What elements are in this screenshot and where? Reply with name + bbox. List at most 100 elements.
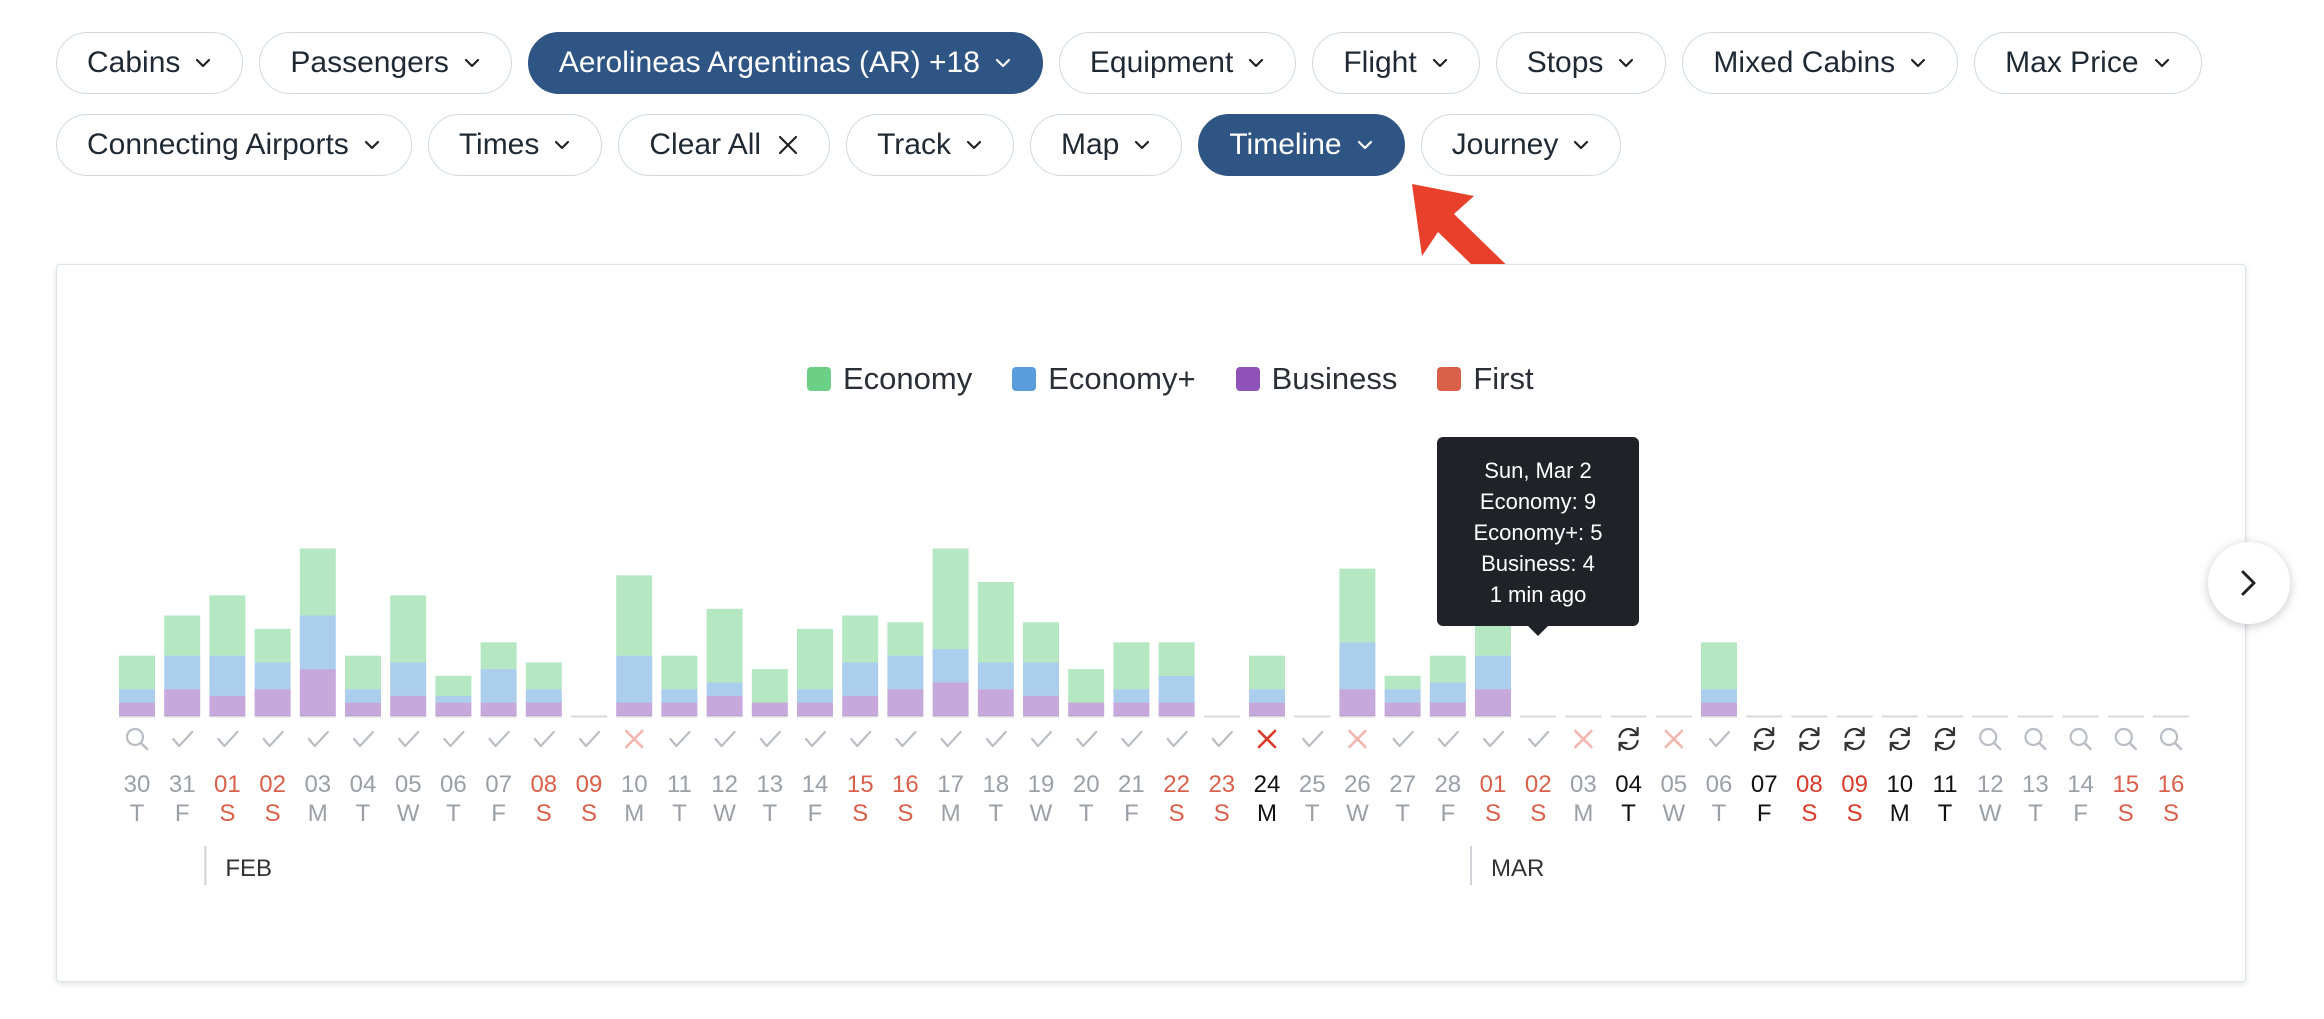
bar-segment-economy[interactable] — [1249, 655, 1285, 690]
legend-item-first[interactable]: First — [1437, 361, 1534, 397]
bar-segment-business[interactable] — [345, 702, 381, 716]
bar-segment-economy[interactable] — [842, 615, 879, 663]
bar-segment-business[interactable] — [119, 702, 155, 716]
bar-segment-economy[interactable] — [1339, 568, 1376, 643]
bar-segment-economy-plus[interactable] — [1339, 642, 1376, 690]
bar-segment-economy[interactable] — [887, 622, 924, 656]
bar-segment-economy[interactable] — [1429, 655, 1466, 683]
bar-segment-business[interactable] — [1429, 702, 1466, 716]
airline-filter[interactable]: Aerolineas Argentinas (AR) +18 — [527, 32, 1043, 94]
bar-segment-economy[interactable] — [1068, 669, 1105, 703]
bar-segment-business[interactable] — [661, 702, 698, 716]
stops-filter[interactable]: Stops — [1495, 32, 1667, 94]
bar-segment-economy[interactable] — [119, 655, 155, 690]
bar-segment-economy[interactable] — [977, 582, 1014, 663]
bar-segment-economy[interactable] — [616, 575, 653, 656]
bar-segment-economy-plus[interactable] — [797, 689, 833, 703]
bar-segment-economy-plus[interactable] — [480, 669, 517, 703]
bar-segment-economy-plus[interactable] — [706, 682, 743, 696]
bar-segment-business[interactable] — [616, 702, 653, 716]
bar-segment-business[interactable] — [525, 702, 562, 716]
bar-segment-economy-plus[interactable] — [616, 655, 653, 703]
legend-item-economy[interactable]: Economy — [807, 361, 972, 397]
bar-segment-economy-plus[interactable] — [932, 649, 969, 683]
journey-filter[interactable]: Journey — [1420, 114, 1622, 176]
legend-item-business[interactable]: Business — [1235, 361, 1397, 397]
bar-segment-economy-plus[interactable] — [887, 655, 924, 690]
bar-segment-economy[interactable] — [932, 548, 969, 650]
bar-segment-economy[interactable] — [1475, 622, 1511, 656]
bar-segment-economy[interactable] — [751, 669, 788, 703]
bar-segment-economy[interactable] — [435, 675, 472, 696]
bar-segment-economy-plus[interactable] — [254, 662, 291, 690]
bar-segment-economy[interactable] — [480, 642, 517, 670]
bar-segment-economy-plus[interactable] — [390, 662, 427, 696]
bar-segment-economy-plus[interactable] — [119, 689, 155, 703]
bar-segment-business[interactable] — [1701, 702, 1737, 716]
passengers-filter[interactable]: Passengers — [259, 32, 512, 94]
flight-filter[interactable]: Flight — [1312, 32, 1480, 94]
clear-all-button[interactable]: Clear All — [618, 114, 831, 176]
times-filter[interactable]: Times — [427, 114, 603, 176]
next-page-button[interactable] — [2208, 542, 2290, 624]
bar-segment-economy-plus[interactable] — [435, 695, 472, 703]
bar-segment-business[interactable] — [1249, 702, 1285, 716]
bar-segment-business[interactable] — [1023, 695, 1059, 716]
bar-segment-economy-plus[interactable] — [299, 615, 336, 670]
bar-segment-business[interactable] — [209, 695, 246, 716]
bar-segment-business[interactable] — [1113, 702, 1150, 716]
bar-segment-economy-plus[interactable] — [525, 689, 562, 703]
bar-segment-business[interactable] — [299, 669, 336, 716]
bar-segment-business[interactable] — [887, 689, 924, 716]
bar-segment-business[interactable] — [480, 702, 517, 716]
cabins-filter[interactable]: Cabins — [56, 32, 244, 94]
bar-segment-economy-plus[interactable] — [1249, 689, 1285, 703]
bar-segment-economy[interactable] — [1701, 642, 1737, 690]
bar-segment-economy-plus[interactable] — [164, 655, 201, 690]
bar-segment-economy-plus[interactable] — [1429, 682, 1466, 703]
bar-segment-economy-plus[interactable] — [1384, 689, 1421, 703]
bar-segment-economy-plus[interactable] — [842, 662, 879, 696]
legend-item-economy-plus[interactable]: Economy+ — [1012, 361, 1196, 397]
bar-segment-business[interactable] — [164, 689, 201, 716]
bar-segment-economy-plus[interactable] — [209, 655, 246, 696]
bar-segment-economy[interactable] — [390, 595, 427, 663]
bar-segment-economy[interactable] — [1384, 675, 1421, 690]
map-filter[interactable]: Map — [1029, 114, 1183, 176]
mixed-cabins-filter[interactable]: Mixed Cabins — [1682, 32, 1959, 94]
bar-segment-economy[interactable] — [797, 628, 833, 690]
bar-segment-economy[interactable] — [164, 615, 201, 656]
bar-segment-business[interactable] — [1158, 702, 1195, 716]
bar-segment-economy[interactable] — [254, 628, 291, 663]
bar-segment-business[interactable] — [842, 695, 879, 716]
bar-segment-economy[interactable] — [345, 655, 381, 690]
bar-segment-business[interactable] — [254, 689, 291, 716]
bar-segment-economy[interactable] — [1113, 642, 1150, 690]
bar-segment-economy[interactable] — [299, 548, 336, 616]
bar-segment-economy[interactable] — [661, 655, 698, 690]
bar-segment-business[interactable] — [797, 702, 833, 716]
bar-segment-business[interactable] — [390, 695, 427, 716]
bar-segment-economy-plus[interactable] — [1475, 655, 1511, 690]
bar-segment-business[interactable] — [1068, 702, 1105, 716]
timeline-filter[interactable]: Timeline — [1198, 114, 1405, 176]
bar-segment-economy-plus[interactable] — [1701, 689, 1737, 703]
bar-segment-business[interactable] — [977, 689, 1014, 716]
bar-segment-economy[interactable] — [706, 608, 743, 683]
bar-segment-business[interactable] — [706, 695, 743, 716]
bar-segment-business[interactable] — [932, 682, 969, 717]
bar-segment-economy[interactable] — [1158, 642, 1195, 676]
bar-segment-economy[interactable] — [1023, 622, 1059, 663]
bar-segment-economy-plus[interactable] — [1113, 689, 1150, 703]
bar-segment-economy[interactable] — [209, 595, 246, 656]
bar-segment-business[interactable] — [1339, 689, 1376, 716]
max-price-filter[interactable]: Max Price — [1974, 32, 2202, 94]
track-filter[interactable]: Track — [846, 114, 1014, 176]
bar-segment-economy-plus[interactable] — [661, 689, 698, 703]
equipment-filter[interactable]: Equipment — [1058, 32, 1297, 94]
bar-segment-business[interactable] — [1475, 689, 1511, 716]
bar-segment-economy-plus[interactable] — [345, 689, 381, 703]
bar-segment-business[interactable] — [1384, 702, 1421, 716]
bar-segment-economy[interactable] — [525, 662, 562, 690]
bar-segment-economy-plus[interactable] — [1158, 675, 1195, 703]
